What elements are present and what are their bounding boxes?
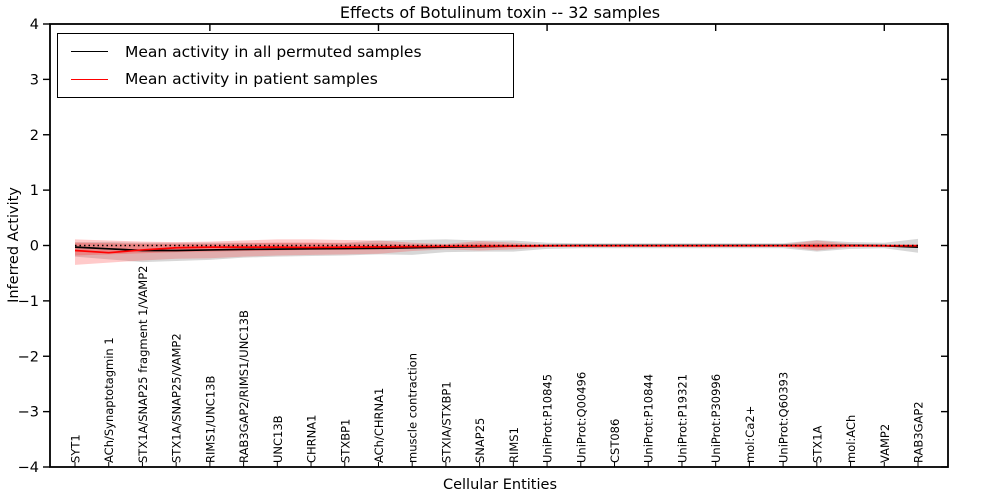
x-tick-label: UniProt:P10845: [541, 374, 555, 463]
x-tick-label: STX1A/SNAP25/VAMP2: [170, 333, 184, 463]
x-tick-label: RAB3GAP2: [912, 401, 926, 463]
y-tick-label: 4: [30, 17, 39, 33]
x-tick-label: SNAP25: [473, 418, 487, 463]
x-tick-label: VAMP2: [878, 424, 892, 463]
legend-entry: Mean activity in all permuted samples: [71, 43, 513, 62]
legend-label: Mean activity in all permuted samples: [125, 42, 422, 61]
chart-title: Effects of Botulinum toxin -- 32 samples: [339, 3, 661, 22]
x-tick-label: ACh/Synaptotagmin 1: [102, 337, 116, 463]
x-tick-label: CST086: [608, 419, 622, 463]
y-tick-label: −4: [18, 460, 39, 476]
y-tick-label: 2: [30, 128, 39, 144]
legend-label: Mean activity in patient samples: [125, 69, 378, 88]
y-tick-label: 0: [30, 239, 39, 255]
x-tick-label: muscle contraction: [406, 353, 420, 463]
x-tick-label: STX1A/SNAP25 fragment 1/VAMP2: [136, 266, 150, 463]
y-tick-label: 3: [30, 72, 39, 88]
x-tick-label: ACh/CHRNA1: [372, 388, 386, 463]
legend-line-swatch-red: [71, 78, 108, 80]
y-tick-label: −3: [18, 405, 39, 421]
x-tick-label: STXIA/STXBP1: [439, 381, 453, 463]
x-tick-label: UniProt:P10844: [642, 374, 656, 463]
x-tick-label: RIMS1: [507, 427, 521, 463]
y-tick-label: −1: [18, 294, 39, 310]
x-tick-label: mol:ACh: [844, 415, 858, 463]
x-tick-label: RIMS1/UNC13B: [203, 376, 217, 463]
legend: Mean activity in all permuted samples Me…: [57, 33, 514, 98]
x-tick-label: STXBP1: [338, 419, 352, 463]
legend-line-swatch-black: [71, 51, 108, 53]
x-tick-label: RAB3GAP2/RIMS1/UNC13B: [237, 310, 251, 463]
x-axis-label: Cellular Entities: [442, 477, 558, 493]
x-tick-label: SYT1: [69, 434, 83, 463]
x-tick-label: STX1A: [810, 425, 824, 463]
x-tick-label: UNC13B: [271, 415, 285, 463]
x-tick-label: UniProt:P30996: [709, 374, 723, 463]
x-tick-label: UniProt:P19321: [675, 374, 689, 463]
x-tick-label: CHRNA1: [305, 415, 319, 463]
y-tick-label: −2: [18, 349, 39, 365]
x-tick-label: mol:Ca2+: [743, 406, 757, 463]
y-axis-label: Inferred Activity: [6, 187, 22, 303]
legend-entry: Mean activity in patient samples: [71, 70, 513, 89]
y-tick-label: 1: [30, 183, 39, 199]
x-tick-label: UniProt:Q00496: [574, 372, 588, 463]
x-tick-label: UniProt:Q60393: [777, 372, 791, 463]
